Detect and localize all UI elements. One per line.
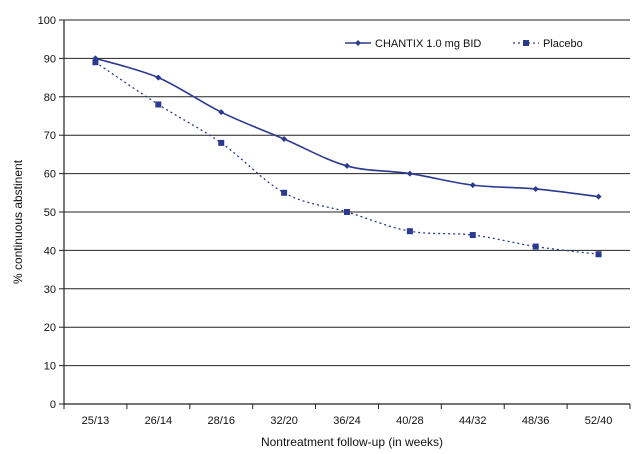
y-tick-label: 50 — [44, 207, 56, 219]
data-point — [344, 162, 350, 169]
data-point — [281, 189, 288, 196]
data-point — [595, 251, 602, 258]
data-point — [406, 228, 413, 235]
series-placebo — [92, 59, 602, 258]
x-tick-label: 25/13 — [82, 415, 110, 427]
data-point — [218, 139, 225, 146]
y-tick-label: 20 — [44, 322, 56, 334]
data-point — [281, 136, 288, 143]
data-point — [532, 243, 539, 250]
y-tick-label: 0 — [50, 399, 56, 411]
x-tick-label: 36/24 — [333, 415, 361, 427]
legend-label: Placebo — [543, 38, 583, 50]
y-tick-labels: 0 10 20 30 40 50 60 70 80 90 100 — [38, 15, 64, 411]
series-line — [95, 57, 599, 198]
legend-marker — [355, 40, 361, 46]
series-group — [92, 55, 602, 258]
data-point — [218, 109, 225, 116]
x-axis-label: Nontreatment follow-up (in weeks) — [261, 435, 443, 449]
series-chantix — [92, 55, 602, 200]
data-point — [92, 59, 99, 66]
y-tick-label: 40 — [44, 245, 56, 257]
y-tick-label: 80 — [44, 92, 56, 104]
x-tick-label: 44/32 — [459, 415, 487, 427]
x-tick-label: 52/40 — [585, 415, 613, 427]
y-tick-label: 90 — [44, 53, 56, 65]
y-axis-label: % continuous abstinent — [11, 159, 25, 284]
data-point — [406, 170, 413, 177]
y-tick-label: 70 — [44, 130, 56, 142]
data-point — [469, 232, 476, 239]
legend-marker — [523, 40, 529, 46]
x-tick-label: 32/20 — [270, 415, 298, 427]
gridlines — [64, 19, 630, 367]
legend-label: CHANTIX 1.0 mg BID — [375, 38, 481, 50]
data-point — [532, 185, 539, 192]
legend: CHANTIX 1.0 mg BID Placebo — [345, 38, 583, 50]
x-tick-label: 40/28 — [396, 415, 424, 427]
data-point — [344, 209, 350, 215]
x-tick-label: 26/14 — [145, 415, 173, 427]
x-tick-labels: 25/13 26/14 28/16 32/20 36/24 40/28 44/32 48/36… — [63, 404, 631, 427]
y-tick-label: 10 — [44, 361, 56, 373]
x-tick-label: 48/36 — [522, 415, 550, 427]
data-point — [595, 193, 602, 200]
series-line — [95, 61, 599, 255]
data-point — [155, 74, 162, 81]
data-point — [155, 101, 162, 108]
x-tick-label: 28/16 — [207, 415, 235, 427]
data-point — [469, 182, 476, 189]
y-tick-label: 60 — [44, 169, 56, 181]
y-tick-label: 100 — [38, 15, 56, 27]
y-tick-label: 30 — [44, 284, 56, 296]
